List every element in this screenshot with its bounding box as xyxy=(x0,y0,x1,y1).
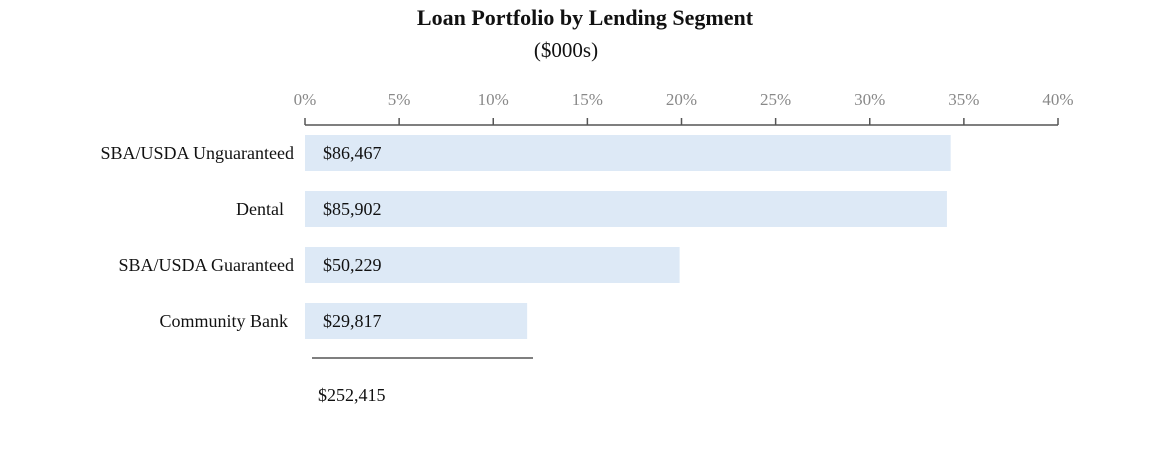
bar xyxy=(305,135,951,171)
bar-value-label: $86,467 xyxy=(323,143,382,163)
bars: SBA/USDA Unguaranteed $86,467 Dental $85,90… xyxy=(101,135,951,339)
x-tick-label: 25% xyxy=(760,90,791,109)
bar-value-label: $85,902 xyxy=(323,199,382,219)
category-label: SBA/USDA Guaranteed xyxy=(119,255,294,275)
chart-title: Loan Portfolio by Lending Segment xyxy=(417,5,754,30)
category-label: SBA/USDA Unguaranteed xyxy=(101,143,294,163)
bar-value-label: $50,229 xyxy=(323,255,382,275)
x-tick-label: 0% xyxy=(294,90,317,109)
x-tick-label: 30% xyxy=(854,90,885,109)
bar-value-label: $29,817 xyxy=(323,311,382,331)
category-label: Dental xyxy=(236,199,284,219)
x-tick-label: 15% xyxy=(572,90,603,109)
bar xyxy=(305,247,680,283)
x-tick-label: 5% xyxy=(388,90,411,109)
chart-subtitle: ($000s) xyxy=(534,38,598,62)
x-axis: 0% 5% 10% 15% 20% 25% 30% 35% 40% xyxy=(294,90,1074,126)
x-tick-label: 40% xyxy=(1042,90,1073,109)
x-tick-label: 35% xyxy=(948,90,979,109)
total-label: $252,415 xyxy=(318,385,386,405)
bar xyxy=(305,191,947,227)
x-tick-label: 10% xyxy=(478,90,509,109)
category-label: Community Bank xyxy=(159,311,288,331)
bar xyxy=(305,303,528,339)
x-tick-label: 20% xyxy=(666,90,697,109)
